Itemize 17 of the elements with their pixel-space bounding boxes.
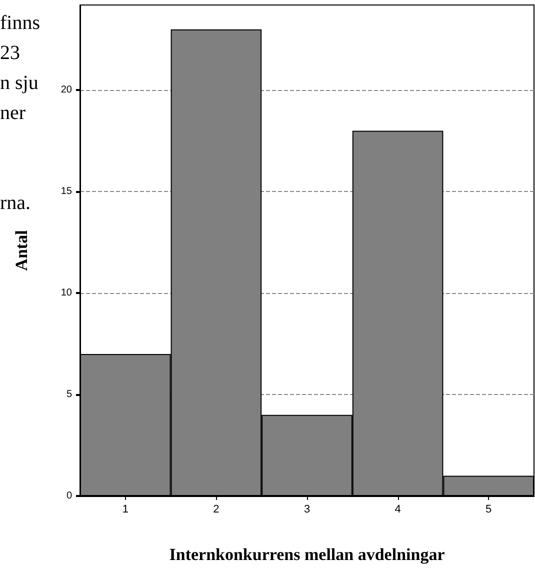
text: ner (0, 102, 26, 124)
x-tick-label: 5 (486, 504, 492, 516)
x-tick-label: 3 (304, 504, 310, 516)
text: rna. (0, 192, 31, 214)
text: 23 (0, 42, 20, 64)
x-tick-label: 2 (213, 504, 220, 516)
text: n sju (0, 72, 38, 94)
x-tick-label: 4 (394, 504, 401, 516)
y-tick-label: 0 (66, 490, 72, 502)
y-axis-title: Antal (12, 230, 31, 271)
text: finns (0, 12, 40, 34)
y-tick-label: 5 (66, 389, 72, 400)
x-tick-label: 1 (122, 504, 128, 516)
y-tick-label: 10 (60, 288, 72, 299)
y-tick-label: 20 (60, 84, 72, 96)
y-tick-label: 15 (60, 186, 72, 198)
x-axis-title: Internkonkurrens mellan avdelningar (169, 545, 446, 564)
